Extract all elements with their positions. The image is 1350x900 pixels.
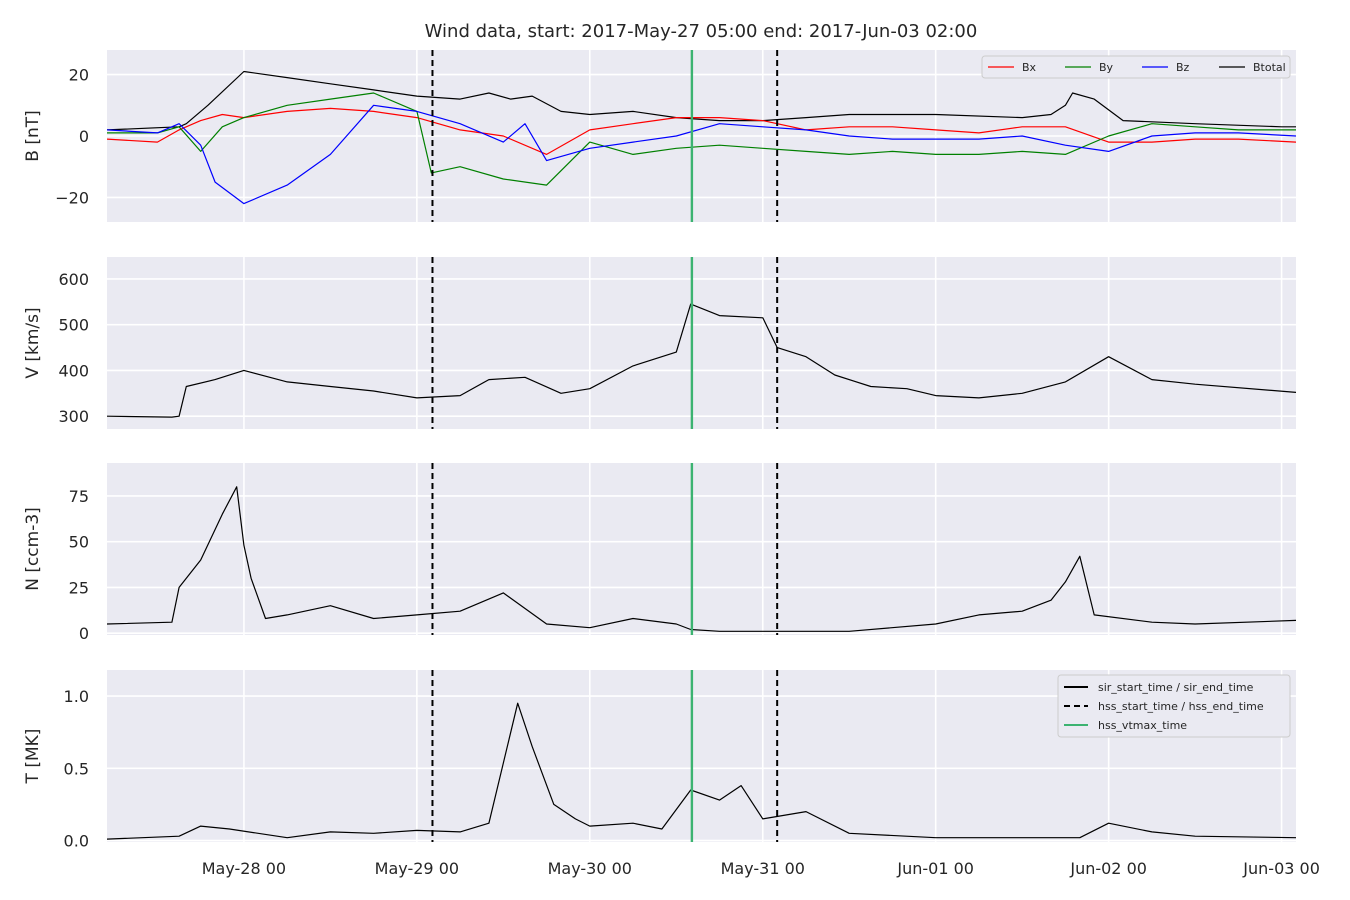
y-axis-label: B [nT]	[23, 110, 43, 162]
series-line-btotal	[107, 70, 1296, 131]
plot-area: 20 0 −20 B [nT] 600 500 400 300 V [km/s] 75 50 25 0 N…	[23, 50, 1320, 878]
legend-frame	[981, 55, 1291, 79]
panel-V: 600 500 400 300 V [km/s]	[23, 257, 1296, 429]
y-tick-label: 600	[58, 270, 89, 289]
x-tick-label: Jun-01 00	[896, 859, 974, 878]
x-tick-label: May-29 00	[375, 859, 459, 878]
y-tick-label: 0.0	[64, 832, 89, 851]
figure-title: Wind data, start: 2017-May-27 05:00 end:…	[425, 21, 978, 42]
series-group	[107, 702, 1296, 840]
series-line-n	[107, 486, 1296, 632]
panel-N: 75 50 25 0 N [ccm-3]	[23, 463, 1296, 643]
x-tick-label: May-31 00	[721, 859, 805, 878]
y-tick-label: 20	[69, 66, 89, 85]
panel-background	[107, 463, 1296, 635]
y-tick-label: 300	[58, 407, 89, 426]
y-tick-label: 500	[58, 316, 89, 335]
y-tick-label: 0.5	[64, 759, 89, 778]
y-axis-label: N [ccm-3]	[23, 507, 43, 591]
x-tick-label: May-30 00	[548, 859, 632, 878]
y-tick-label: 400	[58, 361, 89, 380]
legend-label: Bz	[1176, 61, 1190, 74]
legend-event-times: sir_start_time / sir_end_time hss_start_t…	[1057, 674, 1291, 738]
y-tick-label: 50	[69, 533, 89, 552]
series-line-v	[107, 303, 1296, 418]
series-group	[107, 303, 1296, 418]
y-axis-label: T [MK]	[23, 729, 43, 785]
panel-background	[107, 257, 1296, 429]
series-group	[107, 486, 1296, 632]
series-line-bz	[107, 104, 1296, 205]
legend-frame	[1057, 674, 1291, 738]
x-tick-label: Jun-02 00	[1069, 859, 1147, 878]
legend-label: By	[1099, 61, 1114, 74]
x-tick-label: Jun-03 00	[1242, 859, 1320, 878]
y-tick-label: 0	[79, 127, 89, 146]
series-group	[107, 70, 1296, 205]
series-line-by	[107, 92, 1296, 186]
legend-label: sir_start_time / sir_end_time	[1098, 681, 1254, 694]
y-tick-label: −20	[55, 188, 89, 207]
y-tick-label: 0	[79, 624, 89, 643]
legend-label: hss_vtmax_time	[1098, 719, 1187, 732]
y-axis-label: V [km/s]	[23, 307, 43, 378]
y-tick-label: 75	[69, 487, 89, 506]
panel-B: 20 0 −20 B [nT]	[23, 50, 1296, 222]
y-tick-label: 1.0	[64, 687, 89, 706]
legend-b-components: Bx By Bz Btotal	[981, 55, 1291, 79]
legend-label: Btotal	[1253, 61, 1286, 74]
legend-label: hss_start_time / hss_end_time	[1098, 700, 1264, 713]
series-line-bx	[107, 107, 1296, 155]
x-tick-label: May-28 00	[202, 859, 286, 878]
legend-label: Bx	[1022, 61, 1037, 74]
y-tick-label: 25	[69, 578, 89, 597]
series-line-t	[107, 702, 1296, 840]
